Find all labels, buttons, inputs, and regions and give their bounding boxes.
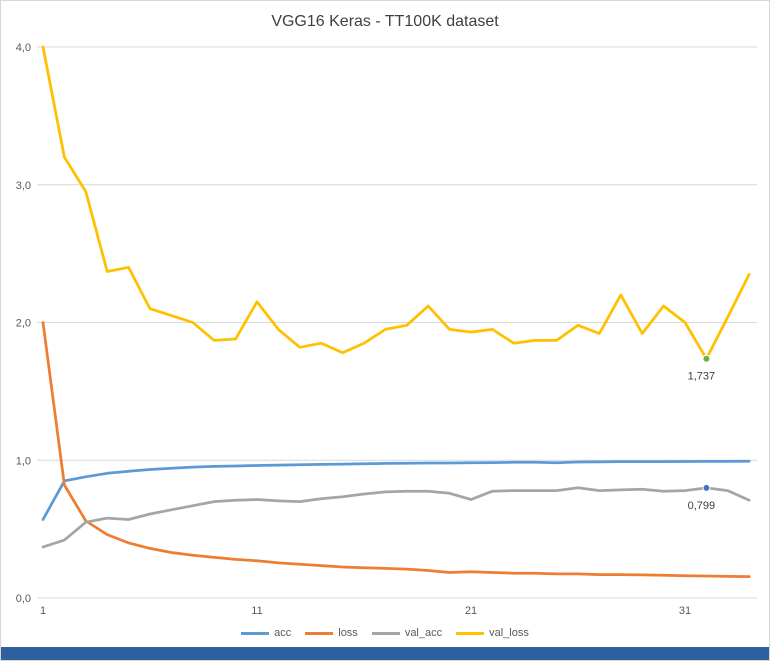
legend-swatch-val_loss (456, 631, 485, 635)
legend-swatch-acc (241, 631, 270, 635)
legend-item-loss[interactable]: loss (305, 627, 358, 639)
y-axis-tick-label: 2,0 (16, 318, 31, 330)
legend-label-acc: acc (274, 627, 292, 639)
y-axis-tick-label: 1,0 (16, 455, 31, 467)
window-bottom-bar (1, 647, 769, 660)
y-axis-tick-label: 0,0 (16, 593, 31, 605)
y-axis-tick-label: 4,0 (16, 42, 31, 54)
data-point-marker-val_loss (702, 354, 711, 363)
y-axis-tick-label: 3,0 (16, 180, 31, 192)
chart-title: VGG16 Keras - TT100K dataset (271, 13, 499, 30)
data-label-val_acc[interactable]: 0,799 (688, 500, 716, 512)
chart-legend: acc loss val_acc val_loss (1, 627, 769, 639)
legend-swatch-loss (305, 631, 334, 635)
series-line-val_acc[interactable] (41, 486, 751, 549)
data-point-marker-val_acc (702, 483, 711, 492)
x-axis-tick-label: 11 (251, 605, 262, 617)
legend-item-val_loss[interactable]: val_loss (456, 627, 529, 639)
legend-label-val_acc: val_acc (404, 627, 443, 639)
legend-label-val_loss: val_loss (489, 627, 529, 639)
legend-swatch-val_acc (371, 631, 400, 635)
series-line-loss[interactable] (41, 321, 751, 578)
legend-label-loss: loss (338, 627, 358, 639)
series-line-acc[interactable] (41, 459, 751, 521)
x-axis-tick-label: 31 (679, 605, 691, 617)
x-axis-tick-label: 1 (40, 605, 46, 617)
legend-item-val_acc[interactable]: val_acc (371, 627, 443, 639)
data-label-val_loss[interactable]: 1,737 (688, 371, 716, 383)
series-line-val_loss[interactable] (41, 45, 751, 361)
x-axis-tick-label: 21 (465, 605, 477, 617)
legend-item-acc[interactable]: acc (241, 627, 291, 639)
